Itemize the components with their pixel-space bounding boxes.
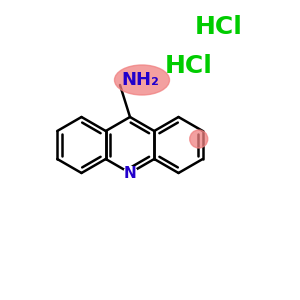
Text: N: N bbox=[124, 166, 136, 181]
Text: HCl: HCl bbox=[165, 54, 213, 78]
Circle shape bbox=[190, 130, 208, 148]
Ellipse shape bbox=[115, 65, 170, 95]
Text: HCl: HCl bbox=[195, 15, 243, 39]
Text: NH₂: NH₂ bbox=[121, 71, 159, 89]
